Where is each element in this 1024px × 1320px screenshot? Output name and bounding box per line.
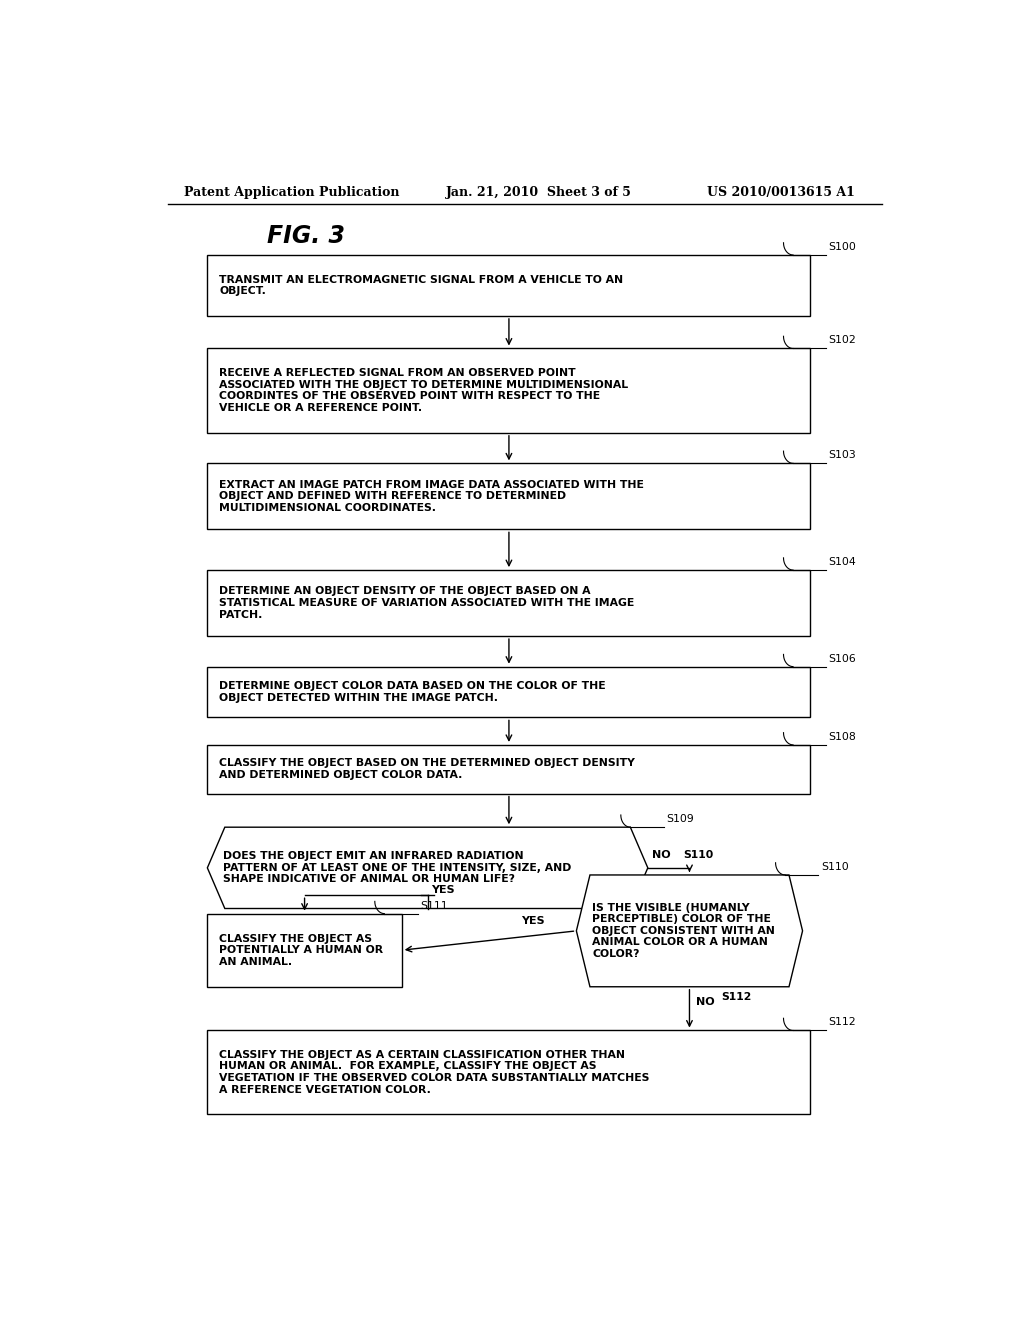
- Text: S103: S103: [828, 450, 856, 461]
- Text: CLASSIFY THE OBJECT AS
POTENTIALLY A HUMAN OR
AN ANIMAL.: CLASSIFY THE OBJECT AS POTENTIALLY A HUM…: [219, 933, 383, 966]
- Text: S111: S111: [420, 900, 447, 911]
- Text: YES: YES: [431, 886, 456, 895]
- Text: DETERMINE OBJECT COLOR DATA BASED ON THE COLOR OF THE
OBJECT DETECTED WITHIN THE: DETERMINE OBJECT COLOR DATA BASED ON THE…: [219, 681, 606, 702]
- Text: Jan. 21, 2010  Sheet 3 of 5: Jan. 21, 2010 Sheet 3 of 5: [445, 186, 632, 199]
- Text: S100: S100: [828, 242, 857, 252]
- FancyBboxPatch shape: [207, 463, 811, 529]
- Text: TRANSMIT AN ELECTROMAGNETIC SIGNAL FROM A VEHICLE TO AN
OBJECT.: TRANSMIT AN ELECTROMAGNETIC SIGNAL FROM …: [219, 275, 624, 296]
- Text: DOES THE OBJECT EMIT AN INFRARED RADIATION
PATTERN OF AT LEAST ONE OF THE INTENS: DOES THE OBJECT EMIT AN INFRARED RADIATI…: [223, 851, 571, 884]
- Text: DETERMINE AN OBJECT DENSITY OF THE OBJECT BASED ON A
STATISTICAL MEASURE OF VARI: DETERMINE AN OBJECT DENSITY OF THE OBJEC…: [219, 586, 635, 619]
- Text: S106: S106: [828, 653, 856, 664]
- FancyBboxPatch shape: [207, 913, 401, 987]
- FancyBboxPatch shape: [207, 348, 811, 433]
- Text: CLASSIFY THE OBJECT BASED ON THE DETERMINED OBJECT DENSITY
AND DETERMINED OBJECT: CLASSIFY THE OBJECT BASED ON THE DETERMI…: [219, 759, 635, 780]
- Text: CLASSIFY THE OBJECT AS A CERTAIN CLASSIFICATION OTHER THAN
HUMAN OR ANIMAL.  FOR: CLASSIFY THE OBJECT AS A CERTAIN CLASSIF…: [219, 1049, 649, 1094]
- Text: NO: NO: [652, 850, 671, 859]
- Text: IS THE VISIBLE (HUMANLY
PERCEPTIBLE) COLOR OF THE
OBJECT CONSISTENT WITH AN
ANIM: IS THE VISIBLE (HUMANLY PERCEPTIBLE) COL…: [592, 903, 775, 960]
- Text: S104: S104: [828, 557, 856, 568]
- Text: S112: S112: [721, 991, 752, 1002]
- Text: US 2010/0013615 A1: US 2010/0013615 A1: [708, 186, 855, 199]
- FancyBboxPatch shape: [207, 744, 811, 793]
- Text: YES: YES: [521, 916, 545, 925]
- Text: FIG. 3: FIG. 3: [267, 223, 345, 248]
- Text: Patent Application Publication: Patent Application Publication: [183, 186, 399, 199]
- FancyBboxPatch shape: [207, 667, 811, 718]
- Text: S110: S110: [684, 850, 714, 859]
- Text: EXTRACT AN IMAGE PATCH FROM IMAGE DATA ASSOCIATED WITH THE
OBJECT AND DEFINED WI: EXTRACT AN IMAGE PATCH FROM IMAGE DATA A…: [219, 479, 644, 513]
- FancyBboxPatch shape: [207, 570, 811, 636]
- Text: NO: NO: [696, 997, 715, 1007]
- Text: S110: S110: [821, 862, 849, 873]
- Polygon shape: [577, 875, 803, 987]
- Text: S109: S109: [666, 814, 694, 824]
- Text: RECEIVE A REFLECTED SIGNAL FROM AN OBSERVED POINT
ASSOCIATED WITH THE OBJECT TO : RECEIVE A REFLECTED SIGNAL FROM AN OBSER…: [219, 368, 629, 413]
- Text: S102: S102: [828, 335, 856, 346]
- FancyBboxPatch shape: [207, 255, 811, 315]
- Text: S112: S112: [828, 1018, 856, 1027]
- Polygon shape: [207, 828, 648, 908]
- Text: S108: S108: [828, 731, 856, 742]
- FancyBboxPatch shape: [207, 1031, 811, 1114]
